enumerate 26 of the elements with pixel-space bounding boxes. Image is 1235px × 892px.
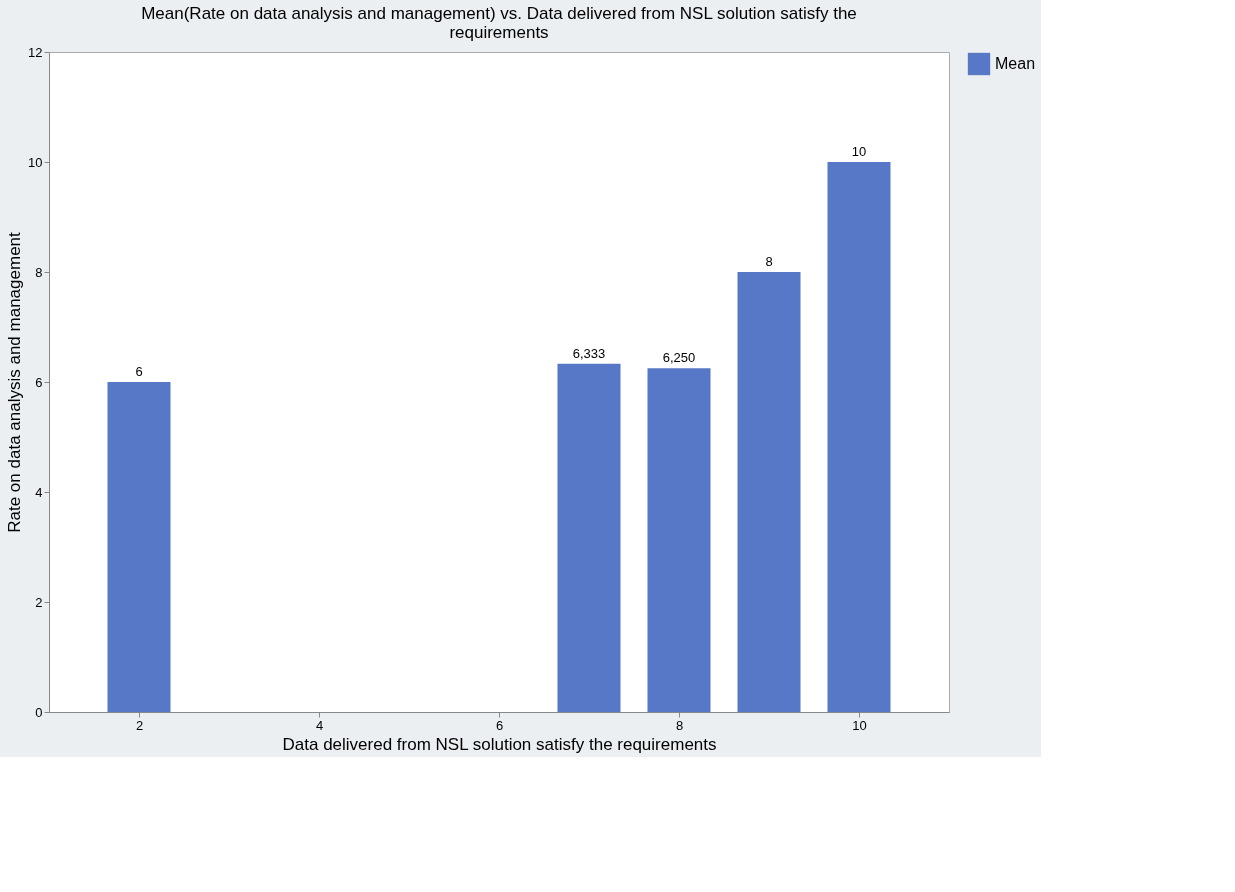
chart-title: Mean(Rate on data analysis and management) vs. Data delivered from NSL solution satisfy the requirements [141,4,857,42]
x-tick-label: 8 [675,717,684,733]
x-tick-label: 6 [495,717,504,733]
x-tick-label: 10 [852,717,867,733]
y-tick-label: 6 [35,374,43,390]
y-axis-title: Rate on data analysis and management [5,231,25,533]
bar [737,272,801,712]
bar [647,368,711,712]
text: 8 [765,254,773,269]
y-tick-label: 12 [28,44,43,60]
text: 6,250 [662,350,696,366]
x-axis-title: Data delivered from NSL solution satisfy the requirements [282,734,717,754]
text: 6 [135,364,143,379]
x-tick-label: 2 [135,717,144,733]
y-tick-label: 4 [35,484,43,500]
y-tick-label: 10 [28,154,43,170]
bar [107,382,171,712]
y-tick-label: 8 [35,264,43,280]
text: 10 [851,144,867,159]
bar [557,363,621,712]
y-tick-label: 2 [35,594,43,610]
bar [827,162,891,712]
x-tick-label: 4 [315,717,324,733]
text: 6,333 [572,345,606,361]
y-tick-label: 0 [35,704,43,720]
legend-label: Mean [995,55,1036,72]
